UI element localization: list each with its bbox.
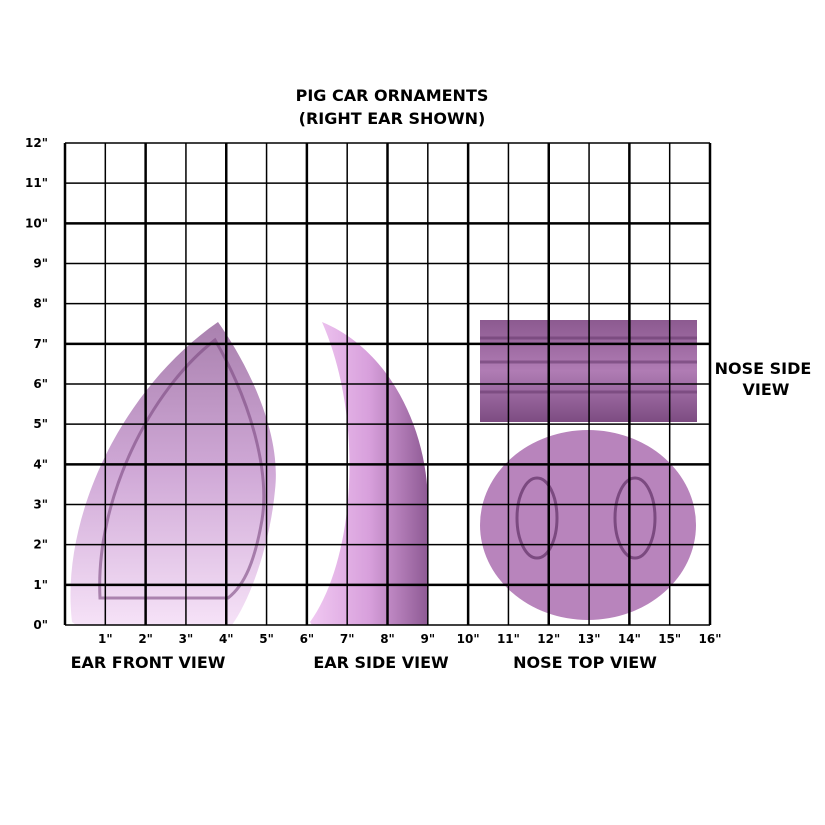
- y-label: 8": [33, 297, 48, 311]
- x-label: 9": [421, 632, 436, 646]
- y-label: 7": [33, 337, 48, 351]
- y-label: 3": [33, 498, 48, 512]
- grid-labels: 0" 1" 2" 3" 4" 5" 6" 7" 8" 9" 10" 11" 12" 1" 2" 3" 4" 5" 6…: [25, 136, 721, 646]
- y-label: 9": [33, 257, 48, 271]
- title-line: PIG CAR ORNAMENTS: [296, 86, 489, 105]
- view-label: NOSE TOP VIEW: [513, 653, 657, 672]
- y-label: 4": [33, 457, 48, 471]
- x-label: 4": [219, 632, 234, 646]
- x-label: 13": [578, 632, 601, 646]
- ear-front-rim: [98, 337, 266, 600]
- side-label: VIEW: [743, 380, 790, 399]
- x-label: 8": [380, 632, 395, 646]
- title-line: (RIGHT EAR SHOWN): [299, 109, 486, 128]
- x-label: 7": [340, 632, 355, 646]
- x-label: 1": [98, 632, 113, 646]
- y-label: 0": [33, 618, 48, 632]
- y-label: 5": [33, 417, 48, 431]
- y-label: 6": [33, 377, 48, 391]
- shapes: [70, 320, 697, 625]
- x-label: 12": [537, 632, 560, 646]
- y-label: 2": [33, 538, 48, 552]
- ear-side: [310, 322, 428, 625]
- nostril: [613, 476, 657, 560]
- x-label: 3": [179, 632, 194, 646]
- ear-front: [70, 322, 276, 625]
- x-label: 14": [618, 632, 641, 646]
- y-label: 12": [25, 136, 48, 150]
- side-label: NOSE SIDE: [715, 359, 812, 378]
- view-label: EAR SIDE VIEW: [313, 653, 449, 672]
- x-label: 2": [138, 632, 153, 646]
- nostril: [515, 476, 559, 560]
- grid: [63, 142, 712, 626]
- view-label: EAR FRONT VIEW: [71, 653, 226, 672]
- x-label: 11": [497, 632, 520, 646]
- x-label: 16": [699, 632, 722, 646]
- y-label: 1": [33, 578, 48, 592]
- x-label: 6": [300, 632, 315, 646]
- x-label: 15": [658, 632, 681, 646]
- x-label: 10": [457, 632, 480, 646]
- y-label: 11": [25, 176, 48, 190]
- nose-top: [480, 430, 696, 620]
- x-label: 5": [259, 632, 274, 646]
- y-label: 10": [25, 216, 48, 230]
